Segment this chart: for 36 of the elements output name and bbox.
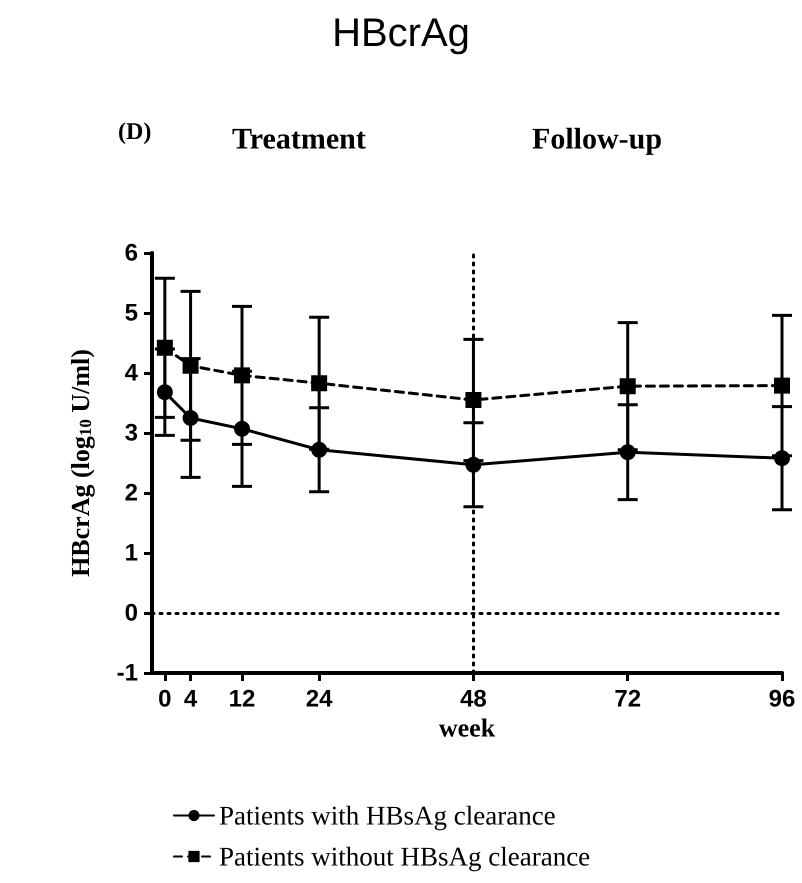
x-tick-label: 12 xyxy=(228,686,256,712)
x-tick-label: 24 xyxy=(306,686,334,712)
point xyxy=(774,450,790,466)
y-axis-title: HBcrAg (log10 U/ml) xyxy=(66,349,95,577)
y-tick-label: 6 xyxy=(124,240,138,266)
x-tick-label: 96 xyxy=(768,686,796,712)
text: Treatment xyxy=(232,122,366,156)
chart-title: HBcrAg xyxy=(332,11,470,55)
legend-label: Patients with HBsAg clearance xyxy=(219,800,556,830)
y-tick-label: 1 xyxy=(124,540,138,566)
y-tick-label: 5 xyxy=(124,300,138,326)
y-tick-label: 2 xyxy=(124,480,138,506)
point xyxy=(234,367,250,384)
text: Follow-up xyxy=(532,122,662,156)
x-tick-label: 0 xyxy=(158,686,172,712)
x-tick-label: 4 xyxy=(184,686,198,712)
point xyxy=(465,392,482,408)
point xyxy=(311,375,328,392)
y-tick-label: 4 xyxy=(124,360,139,386)
y-tick-label: 3 xyxy=(124,420,138,446)
point xyxy=(234,420,250,437)
point xyxy=(620,378,636,394)
point xyxy=(156,340,173,356)
x-tick-label: 72 xyxy=(614,686,642,712)
x-axis-title: week xyxy=(438,714,496,742)
point xyxy=(465,456,482,473)
y-tick-label: 0 xyxy=(124,600,138,626)
point xyxy=(620,444,636,460)
point xyxy=(156,384,173,400)
text: (D) xyxy=(118,119,152,145)
point xyxy=(182,410,199,426)
y-tick-label: -1 xyxy=(116,660,138,686)
point xyxy=(774,378,790,394)
point xyxy=(311,442,328,458)
x-tick-label: 48 xyxy=(460,686,487,712)
legend-label: Patients without HBsAg clearance xyxy=(219,842,590,872)
